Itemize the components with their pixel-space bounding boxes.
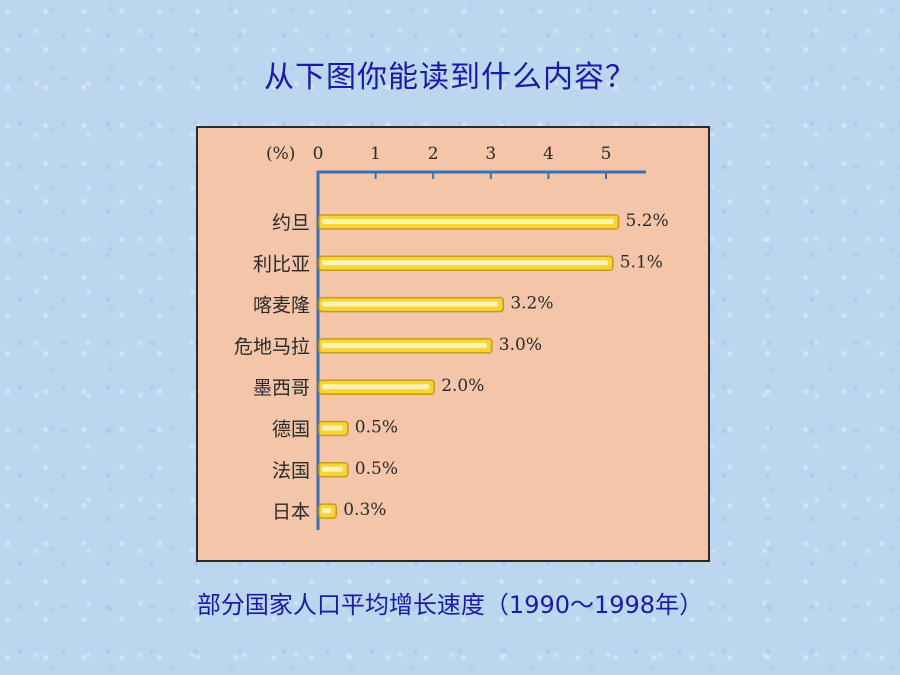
bars (318, 214, 620, 519)
x-tick-label: 4 (543, 144, 554, 164)
category-label: 法国 (272, 460, 310, 482)
axes (316, 170, 646, 530)
category-label: 利比亚 (253, 253, 310, 275)
data-label: 5.2% (626, 211, 669, 231)
data-label: 0.3% (343, 500, 386, 520)
x-tick-label: 0 (313, 144, 324, 164)
slide-title: 从下图你能读到什么内容？ (264, 60, 636, 95)
bar-highlight (322, 301, 499, 307)
x-axis-ticks: 0 1 2 3 4 5 (313, 144, 612, 179)
bar-highlight (322, 425, 343, 431)
x-tick-label: 3 (485, 144, 496, 164)
chart-panel: (%) 0 1 2 3 4 5 约旦利比亚喀麦隆危地马拉墨西哥德国法国日本 5.2% 5.1… (196, 126, 710, 562)
category-label: 约旦 (272, 212, 310, 234)
chart-caption: 部分国家人口平均增长速度（1990～1998年） (196, 591, 704, 619)
bar-highlight (322, 342, 487, 348)
data-label: 0.5% (355, 418, 398, 438)
data-label: 0.5% (355, 459, 398, 479)
data-label: 5.1% (620, 252, 663, 272)
x-tick-label: 1 (370, 144, 381, 164)
data-label: 3.2% (510, 294, 553, 314)
category-label: 墨西哥 (253, 377, 310, 399)
category-label: 危地马拉 (234, 336, 310, 358)
bar-highlight (322, 384, 430, 390)
bar-highlight (322, 466, 343, 472)
data-label: 3.0% (499, 335, 542, 355)
data-label: 2.0% (441, 376, 484, 396)
category-label: 喀麦隆 (253, 295, 310, 317)
data-labels: 5.2% 5.1% 3.2% 3.0% 2.0% 0.5% 0.5% 0.3% (343, 211, 668, 520)
bar-highlight (322, 508, 332, 514)
bar-highlight (322, 260, 608, 266)
category-label: 德国 (272, 419, 310, 441)
category-label: 日本 (272, 501, 310, 523)
axis-unit-label: (%) (266, 144, 295, 164)
x-tick-label: 5 (601, 144, 612, 164)
bar-highlight (322, 219, 614, 224)
x-tick-label: 2 (428, 144, 439, 164)
